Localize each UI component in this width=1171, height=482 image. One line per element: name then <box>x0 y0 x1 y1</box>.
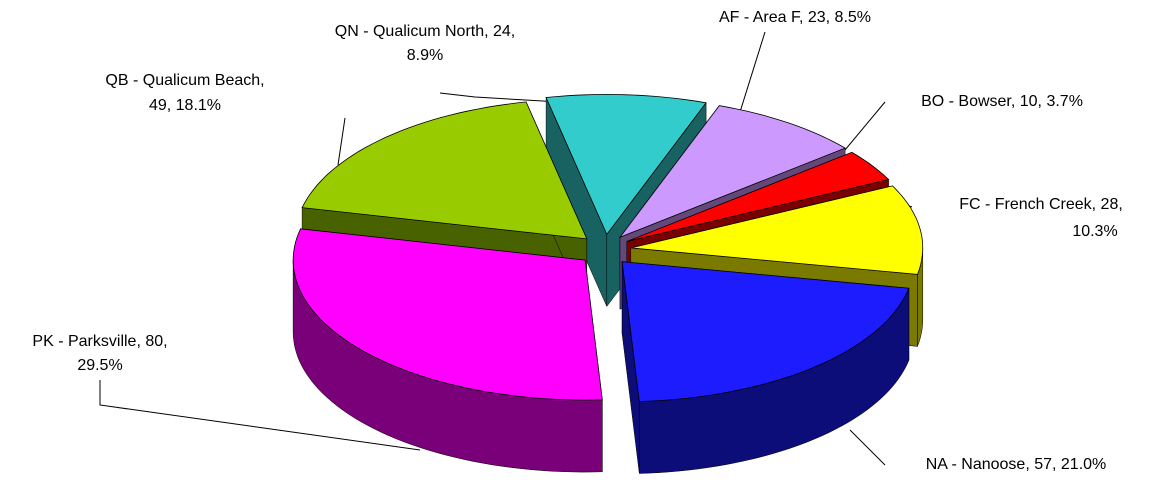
slice-top <box>621 261 910 402</box>
leader-line <box>849 429 886 466</box>
leader-line <box>99 380 421 451</box>
slice-top <box>630 185 924 275</box>
slice-top <box>301 101 588 240</box>
data-label: QN - Qualicum North, 24, <box>335 23 516 40</box>
data-label: AF - Area F, 23, 8.5% <box>719 9 871 26</box>
slice-top <box>618 105 847 239</box>
slice-top <box>626 151 890 242</box>
pie <box>292 93 924 474</box>
slice <box>621 261 910 474</box>
leader-line <box>739 31 766 113</box>
slice <box>292 228 603 473</box>
slice-top <box>292 228 603 401</box>
data-label: 10.3% <box>1072 223 1117 240</box>
leader-line <box>439 92 561 103</box>
data-label: BO - Bowser, 10, 3.7% <box>921 93 1083 110</box>
data-label: NA - Nanoose, 57, 21.0% <box>926 456 1107 473</box>
data-label: FC - French Creek, 28, <box>959 196 1123 213</box>
leader-line <box>337 117 346 166</box>
data-label: QB - Qualicum Beach, <box>105 72 264 89</box>
data-label: PK - Parksville, 80, <box>32 333 167 350</box>
data-label: 49, 18.1% <box>149 97 221 114</box>
data-label: 29.5% <box>77 357 122 374</box>
slice-top <box>545 93 707 236</box>
data-label: 8.9% <box>407 47 443 64</box>
